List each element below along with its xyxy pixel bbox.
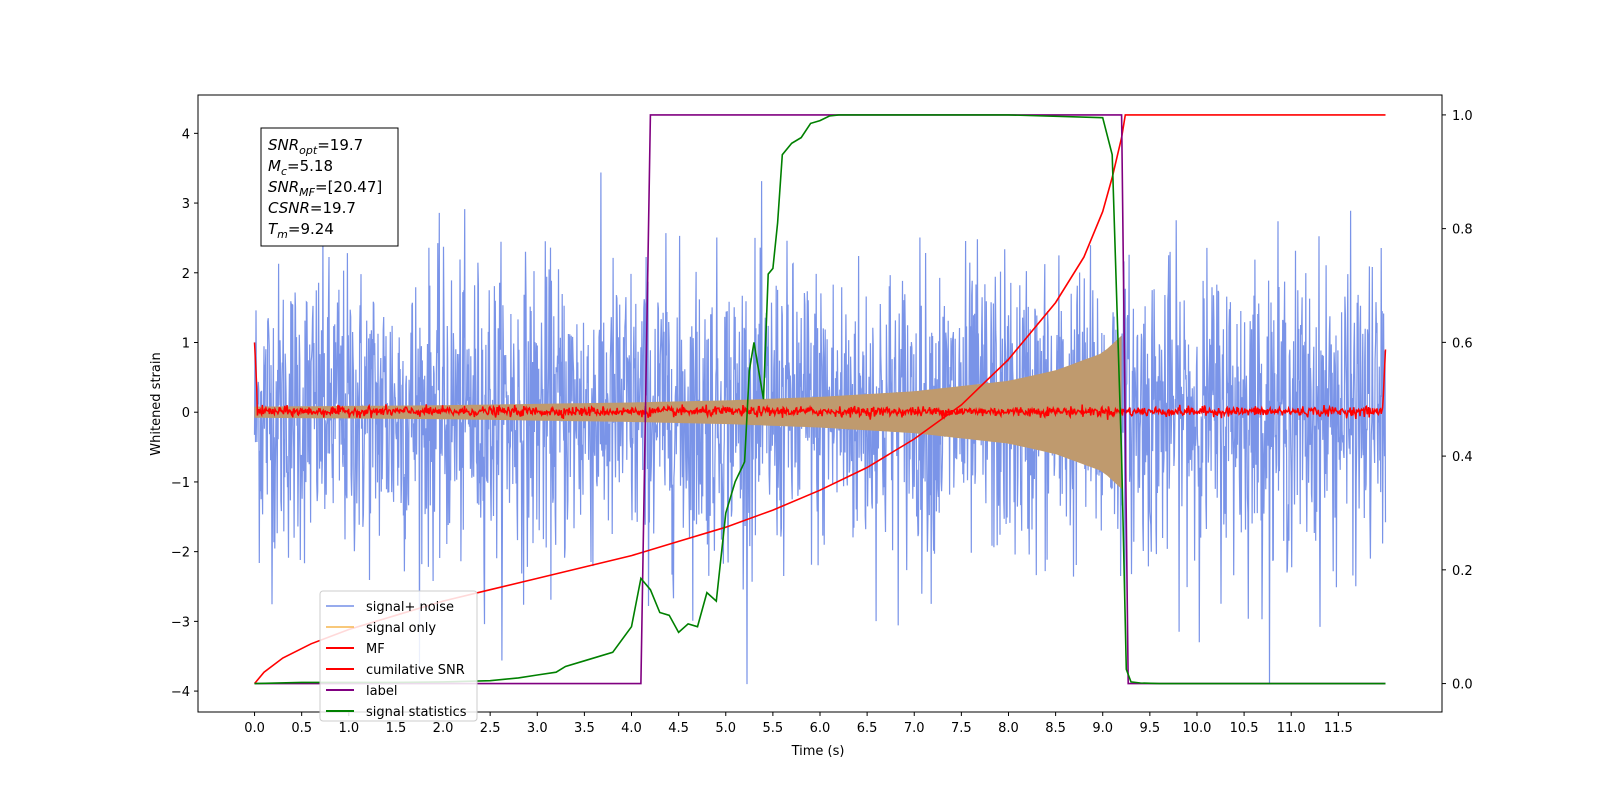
x-tick-label: 10.5 xyxy=(1230,721,1259,736)
y-axis-label: Whitened strain xyxy=(149,352,164,455)
info-line: SNRMF=[20.47] xyxy=(268,178,382,199)
x-tick-label: 1.0 xyxy=(338,721,359,736)
legend: signal+ noise signal only MF cumilative SNR… xyxy=(319,590,478,722)
x-tick-label: 2.5 xyxy=(480,721,501,736)
y-left-tick-label: −1 xyxy=(171,476,190,491)
y-right-tick-label: 0.4 xyxy=(1452,450,1473,465)
x-tick-label: 9.5 xyxy=(1140,721,1161,736)
y-right-tick-label: 1.0 xyxy=(1452,109,1473,124)
legend-frame xyxy=(319,590,478,722)
x-axis-ticks: 0.0 0.5 1.0 1.5 2.0 2.5 3.0 3.5 4.0 4.5 5.0 5.5 6.0 6… xyxy=(244,712,1353,736)
y-left-tick-label: 0 xyxy=(182,406,190,421)
x-tick-label: 8.5 xyxy=(1045,721,1066,736)
x-tick-label: 5.5 xyxy=(763,721,784,736)
info-line: Tm=9.24 xyxy=(268,220,334,241)
series-mf xyxy=(253,342,1387,420)
x-tick-label: 8.0 xyxy=(998,721,1019,736)
x-tick-label: 3.5 xyxy=(574,721,595,736)
y-right-tick-label: 0.0 xyxy=(1452,678,1473,693)
legend-label: MF xyxy=(366,642,385,657)
x-tick-label: 6.0 xyxy=(810,721,831,736)
x-tick-label: 0.5 xyxy=(291,721,312,736)
x-tick-label: 0.0 xyxy=(244,721,265,736)
y-right-tick-label: 0.8 xyxy=(1452,223,1473,238)
legend-label: cumilative SNR xyxy=(366,663,465,678)
mf-line xyxy=(253,342,1387,420)
x-axis-label: Time (s) xyxy=(791,744,845,759)
y-left-tick-label: 1 xyxy=(182,336,190,351)
x-tick-label: 11.0 xyxy=(1277,721,1306,736)
legend-label: signal only xyxy=(366,621,436,636)
y-right-tick-label: 0.2 xyxy=(1452,564,1473,579)
x-tick-label: 10.0 xyxy=(1182,721,1211,736)
x-tick-label: 2.0 xyxy=(433,721,454,736)
x-tick-label: 7.5 xyxy=(951,721,972,736)
y-right-axis-ticks: 0.0 0.2 0.4 0.6 0.8 1.0 xyxy=(1442,109,1473,693)
info-box: SNRopt=19.7Mc=5.18SNRMF=[20.47]CSNR=19.7… xyxy=(260,127,399,247)
y-left-tick-label: 3 xyxy=(182,197,190,212)
y-right-tick-label: 0.6 xyxy=(1452,336,1473,351)
x-tick-label: 5.0 xyxy=(715,721,736,736)
x-tick-label: 7.0 xyxy=(904,721,925,736)
x-tick-label: 11.5 xyxy=(1324,721,1353,736)
x-tick-label: 9.0 xyxy=(1092,721,1113,736)
info-line: CSNR=19.7 xyxy=(268,199,356,217)
y-left-tick-label: 2 xyxy=(182,267,190,282)
info-box-frame xyxy=(260,127,399,247)
x-tick-label: 1.5 xyxy=(386,721,407,736)
y-left-tick-label: −4 xyxy=(171,685,190,700)
legend-label: signal statistics xyxy=(366,705,467,720)
legend-label: label xyxy=(366,684,397,699)
x-tick-label: 4.0 xyxy=(621,721,642,736)
y-left-axis-ticks: −4 −3 −2 −1 0 1 2 3 4 xyxy=(171,127,198,700)
signal-statistics-line xyxy=(254,114,1386,685)
info-line: SNRopt=19.7 xyxy=(268,136,363,157)
y-left-tick-label: −3 xyxy=(171,615,190,630)
y-left-tick-label: −2 xyxy=(171,546,190,561)
x-tick-label: 4.5 xyxy=(668,721,689,736)
x-tick-label: 3.0 xyxy=(527,721,548,736)
info-line: Mc=5.18 xyxy=(268,157,333,178)
y-left-tick-label: 4 xyxy=(182,127,190,142)
legend-label: signal+ noise xyxy=(366,600,454,615)
x-tick-label: 6.5 xyxy=(857,721,878,736)
